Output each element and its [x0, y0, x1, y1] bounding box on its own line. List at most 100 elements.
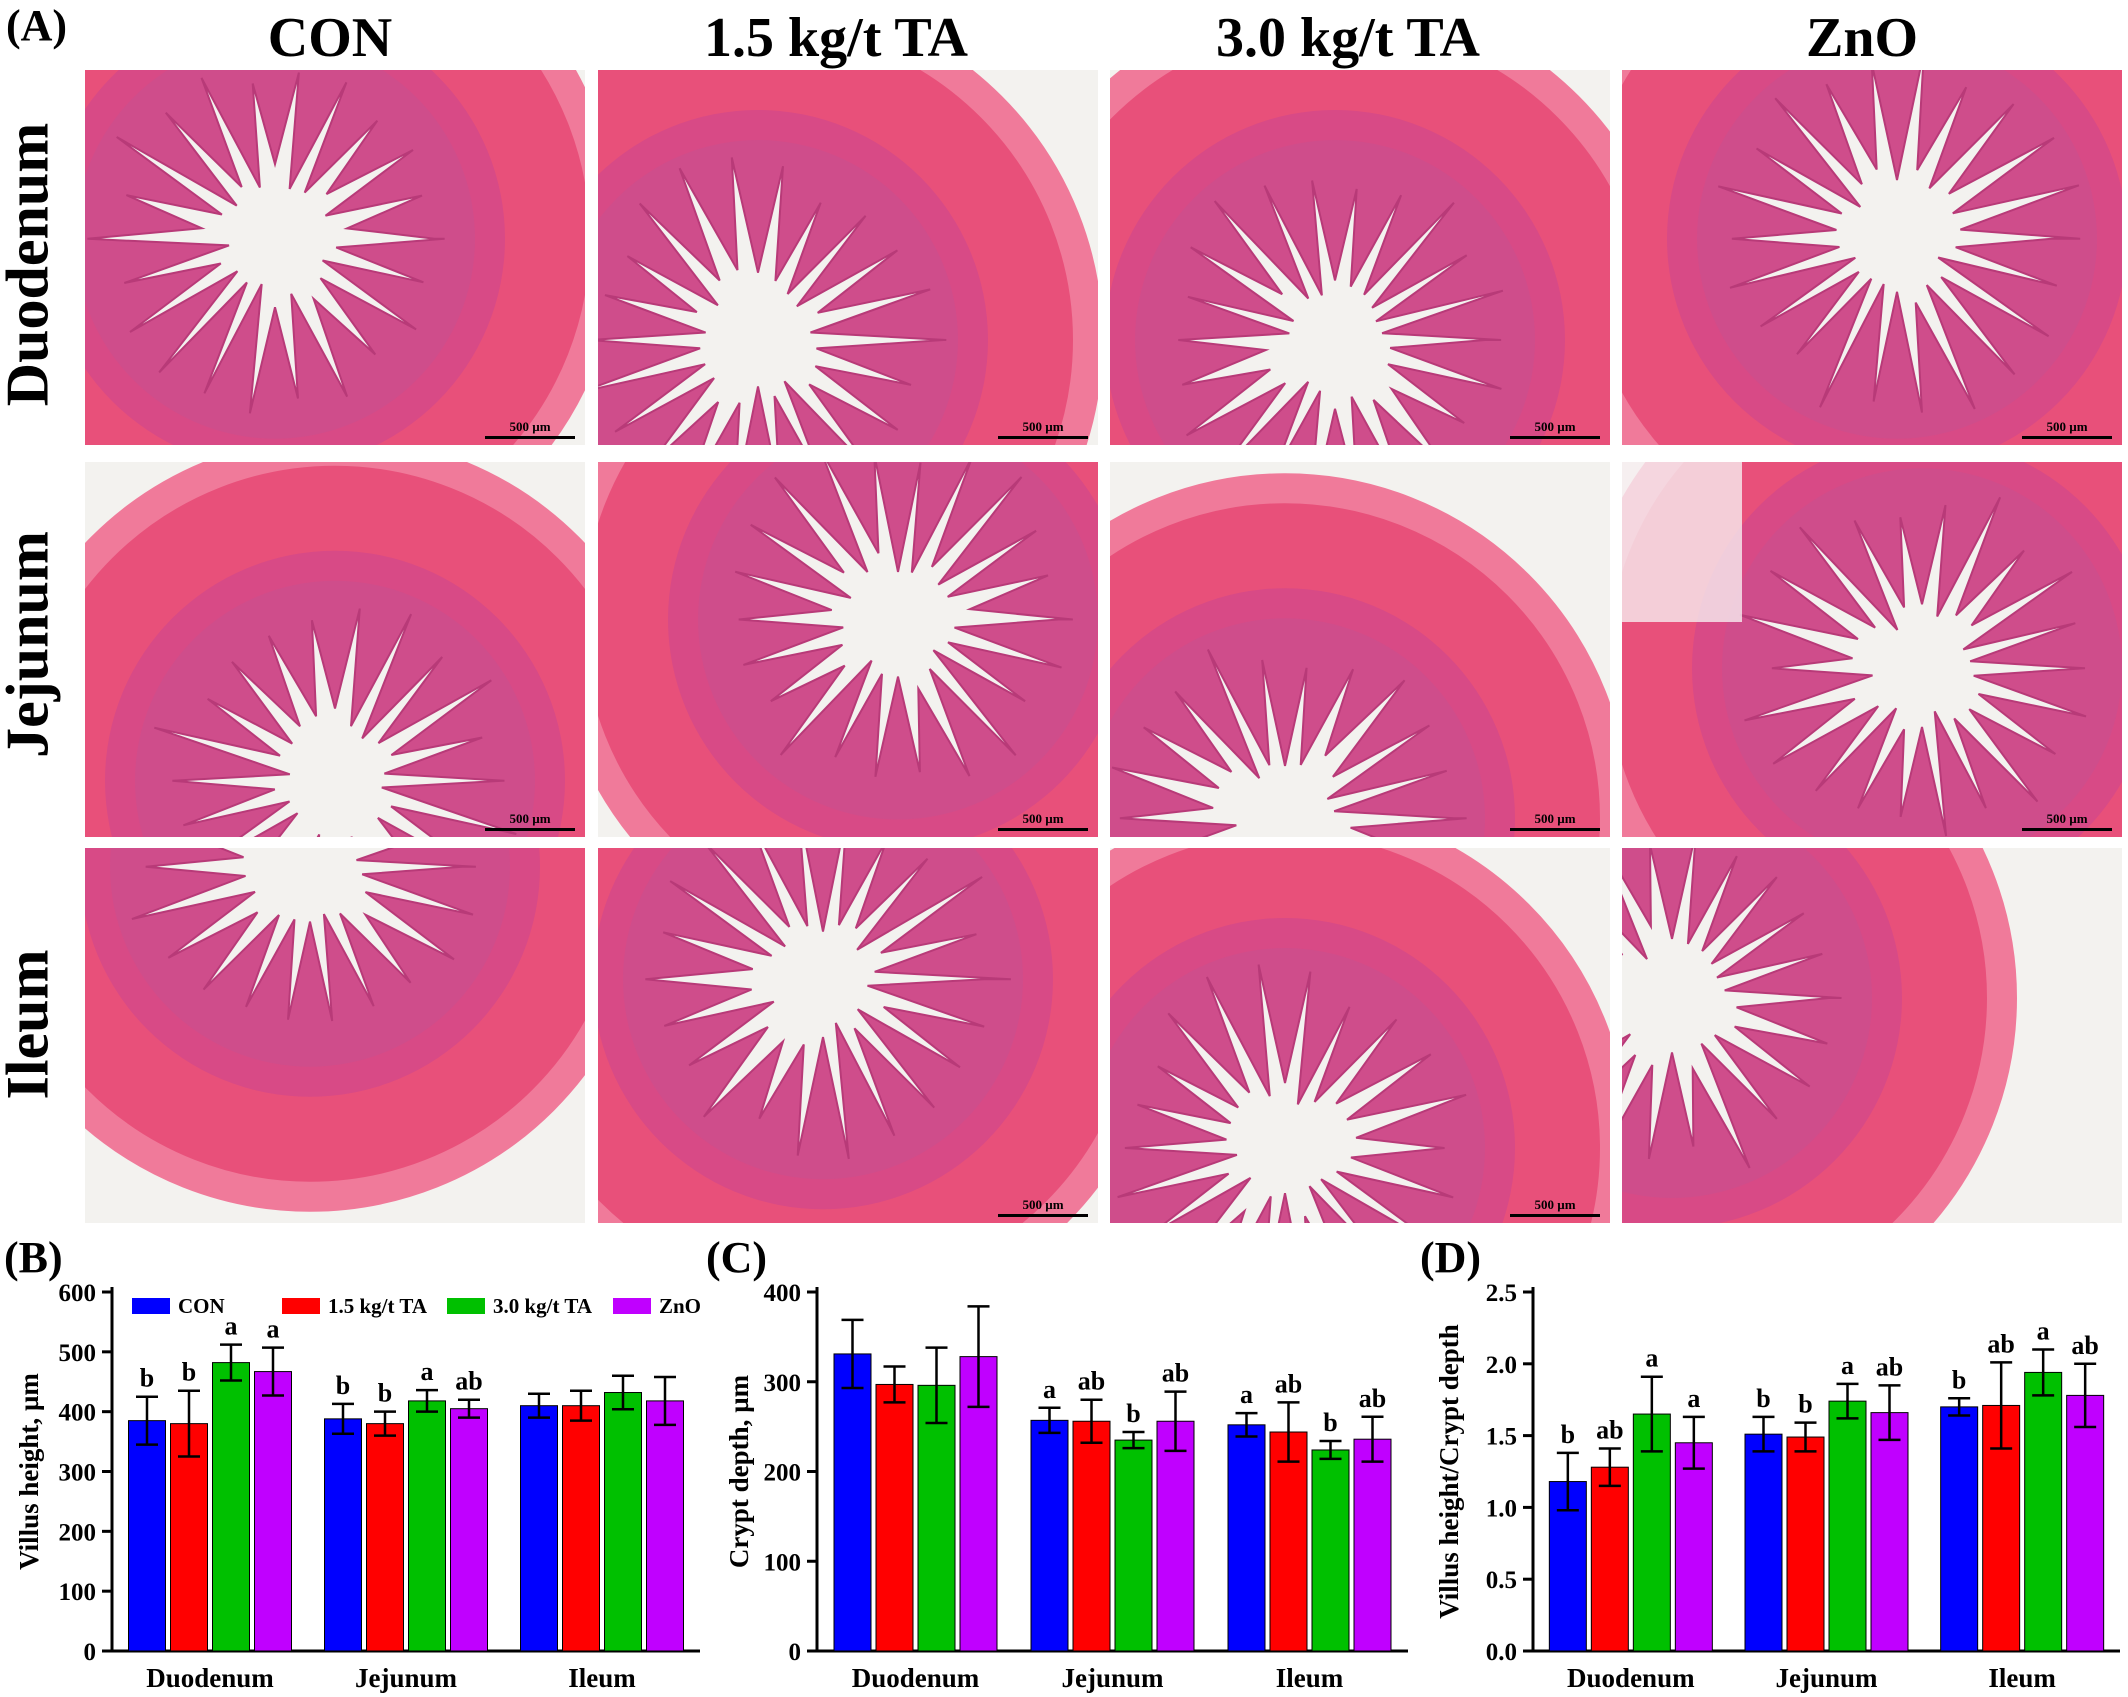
- scale-bar-label: 500 µm: [1534, 1197, 1576, 1212]
- legend-entry: 3.0 kg/t TA: [493, 1294, 593, 1318]
- significance-letter: b: [1952, 1365, 1966, 1394]
- column-heading-zno: ZnO: [1805, 7, 1919, 69]
- axes: 0 100 200 300 400 500 600: [59, 1280, 700, 1666]
- bar-zno-duodenum: [1674, 1442, 1713, 1652]
- micrograph-ileum-0: [85, 848, 585, 1223]
- bar-con-jejunum: [1030, 1419, 1069, 1652]
- bar-3-0-kg-t-ta-duodenum: [1632, 1413, 1671, 1652]
- significance-letter: b: [140, 1364, 154, 1393]
- error-bar: [1080, 1398, 1103, 1445]
- bar-con-duodenum: [128, 1420, 166, 1652]
- error-bar: [1836, 1382, 1859, 1420]
- bar-con-ileum: [520, 1405, 558, 1652]
- bar-3-0-kg-t-ta-ileum: [604, 1392, 642, 1652]
- error-bar: [416, 1388, 438, 1413]
- micrograph-jejunum-1: 500 µm: [598, 462, 1098, 837]
- error-bar: [2074, 1362, 2097, 1429]
- significance-letter: a: [1687, 1384, 1700, 1413]
- micrograph-ileum-2: 500 µm: [1110, 848, 1610, 1223]
- significance-letter: ab: [1162, 1359, 1189, 1388]
- scale-bar: 500 µm: [485, 811, 575, 831]
- bar-3-0-kg-t-ta-duodenum: [212, 1362, 250, 1652]
- error-bar: [458, 1398, 480, 1419]
- legend-swatch: [132, 1298, 170, 1314]
- bar-zno-duodenum: [254, 1371, 292, 1652]
- error-bar: [1752, 1415, 1775, 1453]
- y-tick-label: 100: [59, 1579, 97, 1606]
- significance-letter: b: [1323, 1408, 1337, 1437]
- significance-letter: ab: [2071, 1331, 2098, 1360]
- legend-entry: ZnO: [659, 1294, 701, 1318]
- legend-swatch: [282, 1298, 320, 1314]
- scale-bar: 500 µm: [1510, 419, 1600, 439]
- scale-bar: 500 µm: [998, 1197, 1088, 1217]
- significance-letter: a: [2037, 1316, 2050, 1345]
- category-label-ileum: Ileum: [1988, 1663, 2056, 1693]
- micrograph-jejunum-3: 500 µm: [1622, 462, 2122, 837]
- significance-letter: a: [421, 1357, 434, 1386]
- category-label-jejunum: Jejunum: [1775, 1663, 1878, 1693]
- error-bar: [220, 1343, 242, 1382]
- row-heading-jejunum: Jejunum: [0, 531, 61, 758]
- micrograph-duodenum-2: 500 µm: [1110, 70, 1610, 445]
- bar-con-ileum: [1227, 1424, 1266, 1652]
- panel-b-tag: (B): [4, 1233, 63, 1282]
- bar-3-0-kg-t-ta-ileum: [2024, 1371, 2063, 1652]
- bar-zno-jejunum: [1156, 1420, 1195, 1652]
- error-bar: [528, 1392, 550, 1419]
- scale-bar-label: 500 µm: [1534, 419, 1576, 434]
- legend: CON 1.5 kg/t TA 3.0 kg/t TA ZnO: [132, 1294, 701, 1318]
- error-bar: [841, 1318, 864, 1390]
- error-bar: [262, 1346, 284, 1397]
- significance-letter: b: [336, 1371, 350, 1400]
- scale-bar-label: 500 µm: [1022, 811, 1064, 826]
- error-bar: [1598, 1447, 1621, 1488]
- y-tick-label: 0: [789, 1639, 802, 1666]
- bar-con-ileum: [1940, 1406, 1979, 1652]
- scale-bar: 500 µm: [998, 811, 1088, 831]
- scale-bar: 500 µm: [1510, 1197, 1600, 1217]
- category-label-ileum: Ileum: [568, 1663, 636, 1693]
- y-tick-label: 200: [764, 1460, 802, 1487]
- panel-a-tag: (A): [6, 1, 68, 50]
- chart-villus-crypt-ratio: 0.0 0.5 1.0 1.5 2.0 2.5 Villus height/Crypt de…: [1434, 1280, 2120, 1693]
- legend-entry: CON: [178, 1294, 225, 1318]
- category-label-jejunum: Jejunum: [355, 1663, 458, 1693]
- significance-letter: ab: [1876, 1352, 1903, 1381]
- error-bar: [178, 1389, 200, 1458]
- bar-zno-jejunum: [1870, 1412, 1909, 1652]
- y-tick-label: 300: [764, 1370, 802, 1397]
- y-tick-label: 1.0: [1486, 1495, 1517, 1522]
- micrograph-ileum-1: 500 µm: [598, 848, 1098, 1223]
- bar-1-5-kg-t-ta-jejunum: [1786, 1436, 1825, 1652]
- significance-letter: ab: [1078, 1367, 1105, 1396]
- error-bar: [883, 1365, 906, 1404]
- error-bar: [374, 1410, 396, 1437]
- row-heading-duodenum: Duodenum: [0, 122, 61, 407]
- significance-letter: a: [1043, 1375, 1056, 1404]
- panel-c-tag: (C): [706, 1233, 768, 1282]
- micrograph-ileum-3: [1622, 848, 2122, 1223]
- y-tick-label: 400: [764, 1280, 802, 1307]
- scale-bar: 500 µm: [2022, 811, 2112, 831]
- y-tick-label: 600: [59, 1280, 97, 1307]
- scale-bar: 500 µm: [2022, 419, 2112, 439]
- significance-letter: b: [1798, 1390, 1812, 1419]
- panel-d-tag: (D): [1420, 1233, 1482, 1282]
- micrograph-jejunum-2: 500 µm: [1110, 462, 1610, 837]
- bar-con-duodenum: [833, 1353, 872, 1652]
- legend-swatch: [613, 1298, 651, 1314]
- significance-letter: ab: [455, 1367, 482, 1396]
- error-bar: [654, 1375, 676, 1427]
- column-heading-1-5-ta: 1.5 kg/t TA: [704, 7, 968, 69]
- legend-swatch: [447, 1298, 485, 1314]
- bar-3-0-kg-t-ta-duodenum: [917, 1384, 956, 1652]
- error-bar: [1164, 1390, 1187, 1453]
- bar-zno-ileum: [2066, 1394, 2105, 1652]
- error-bar: [1640, 1375, 1663, 1453]
- category-label-ileum: Ileum: [1276, 1663, 1344, 1693]
- error-bar: [967, 1305, 990, 1409]
- significance-letter: a: [1841, 1351, 1854, 1380]
